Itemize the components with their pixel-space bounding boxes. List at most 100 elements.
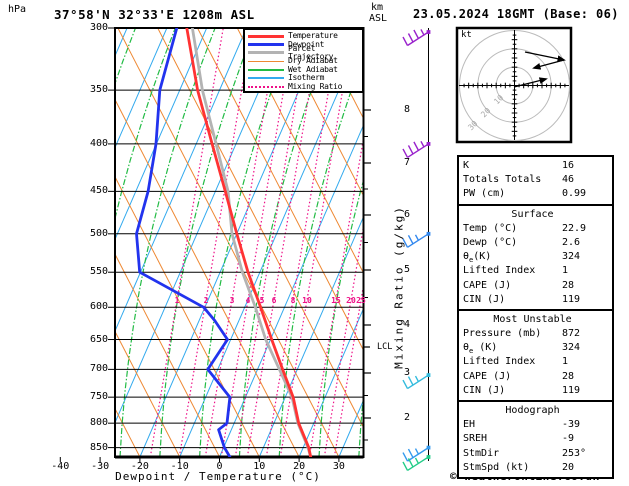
legend-swatch-thin [248,60,284,63]
km-tick-label: 8 [404,104,411,115]
dry-adiabat-line [0,28,21,457]
plot-background [0,28,364,457]
table-row: EH -39 [463,418,612,432]
mixing-ratio-value-label: 4 [245,296,251,305]
table-row-label: CIN (J) [463,293,506,305]
page-title: 37°58'N 32°33'E 1208m ASL [54,7,255,22]
wet-adiabat-line [0,28,56,457]
dry-adiabat-line [0,28,60,457]
table-row-value: 324 [562,251,581,263]
isotherm-line [115,28,208,241]
table-row-value: 1 [562,265,569,277]
dry-adiabat-line [316,28,364,120]
mixing-ratio-value-label: 6 [271,296,277,305]
isotherm-line [115,28,128,58]
pressure-tick-label: 800 [89,417,108,429]
isotherm-line [258,215,364,457]
sounding-curves [135,28,313,457]
legend-label: Dry Adiabat [288,56,338,66]
indices-table-panel: K 16 Totals Totals 46 PW (cm) 0.99 Surface Temp… [457,155,614,479]
table-row: SREH -9 [463,432,612,446]
table-row-label: Totals Totals [463,174,542,186]
legend-label: Mixing Ratio [288,81,343,91]
legend-swatch-thick [248,51,284,55]
table-section: Surface Temp (°C) 22.9 Dewp (°C) 2.6 θe(K) 324… [457,203,614,311]
table-row-label: CAPE (J) [463,279,512,291]
legend-item: Wet Adiabat [248,64,362,74]
wind-barb [402,455,431,472]
table-row-value: -9 [562,433,575,445]
legend-label: Temperature [288,31,338,41]
table-row: CAPE (J) 28 [463,279,612,293]
mixing-ratio-value-label: 3 [229,296,235,305]
legend-item: Dry Adiabat [248,57,362,65]
table-row-value: 119 [562,384,581,396]
temperature-tick-label: -10 [170,461,189,472]
wind-barb [402,29,431,47]
wind-barb [402,445,431,462]
dry-adiabat-line [115,98,300,457]
table-row-value: -39 [562,419,581,431]
isotherm-line [115,28,247,333]
isotherm-line [0,28,8,457]
wet-adiabat-line [238,28,336,457]
table-row-label: CIN (J) [463,384,506,396]
table-section-header: Surface [511,208,554,220]
table-row-value: 28 [562,370,575,382]
mixing-ratio-value-label: 25 [356,296,366,305]
legend-swatch-thick [248,34,284,38]
table-section-header: Hodograph [505,405,560,416]
km-tick-label: 4 [404,319,411,330]
table-row-value: 0.99 [562,188,587,200]
temperature-curve [185,28,313,457]
table-row: Temp (°C) 22.9 [463,222,612,236]
hodograph-wind-arrow [524,51,566,63]
pressure-axis-unit-label: hPa [8,4,27,15]
temperature-tick-label: 30 [332,461,345,472]
dry-adiabat-line [197,28,364,352]
pressure-tick-label: 550 [89,266,108,278]
isotherm-line [0,28,47,457]
table-section: Most Unstable Pressure (mb) 872 θe (K) 324 Li… [457,308,614,402]
dry-adiabat-line [115,330,181,457]
table-row: Lifted Index 1 [463,264,612,278]
table-row: PW (cm) 0.99 [463,187,612,201]
isotherm-line [179,32,364,457]
table-row-value: 22.9 [562,222,587,234]
wet-adiabat-line [115,28,176,221]
table-row-label: Temp (°C) [463,222,518,234]
hodograph-wind-arrow [513,77,548,88]
legend-box: Temperature Dewpoint Parcel Trajectory Dry … [243,28,364,93]
table-row-value: 46 [562,174,575,186]
table-section: K 16 Totals Totals 46 PW (cm) 0.99 [457,155,614,206]
table-section-header: Most Unstable [493,313,572,325]
table-row-label: StmDir [463,447,500,459]
hodograph-unit-label: kt [461,30,472,40]
table-row-value: 119 [562,293,581,305]
isotherm-line [115,28,287,424]
table-row: K 16 [463,159,612,173]
wet-adiabat-line [199,28,296,457]
legend-label: Wet Adiabat [288,64,338,74]
wind-barb [402,141,431,158]
hodograph-wind-arrow [532,59,565,70]
table-row-value: 253° [562,447,587,459]
table-row-label: StmSpd (kt) [463,461,530,473]
datetime-label: 23.05.2024 18GMT (Base: 06) [413,7,619,21]
dry-adiabat-line [115,253,220,457]
table-row: Pressure (mb) 872 [463,327,612,341]
pressure-tick-label: 350 [89,84,108,96]
table-row-label: K [463,160,470,171]
mixing-ratio-value-label: 20 [346,296,356,305]
table-row-label: PW (cm) [463,188,506,200]
table-row-value: 2.6 [562,236,581,248]
table-row: CIN (J) 119 [463,384,612,398]
table-row: θe(K) 324 [463,250,612,264]
dry-adiabat-line [117,28,340,457]
table-row: CIN (J) 119 [463,293,612,307]
table-row: Dewp (°C) 2.6 [463,236,612,250]
table-row: CAPE (J) 28 [463,370,612,384]
dry-adiabat-line [157,28,364,429]
